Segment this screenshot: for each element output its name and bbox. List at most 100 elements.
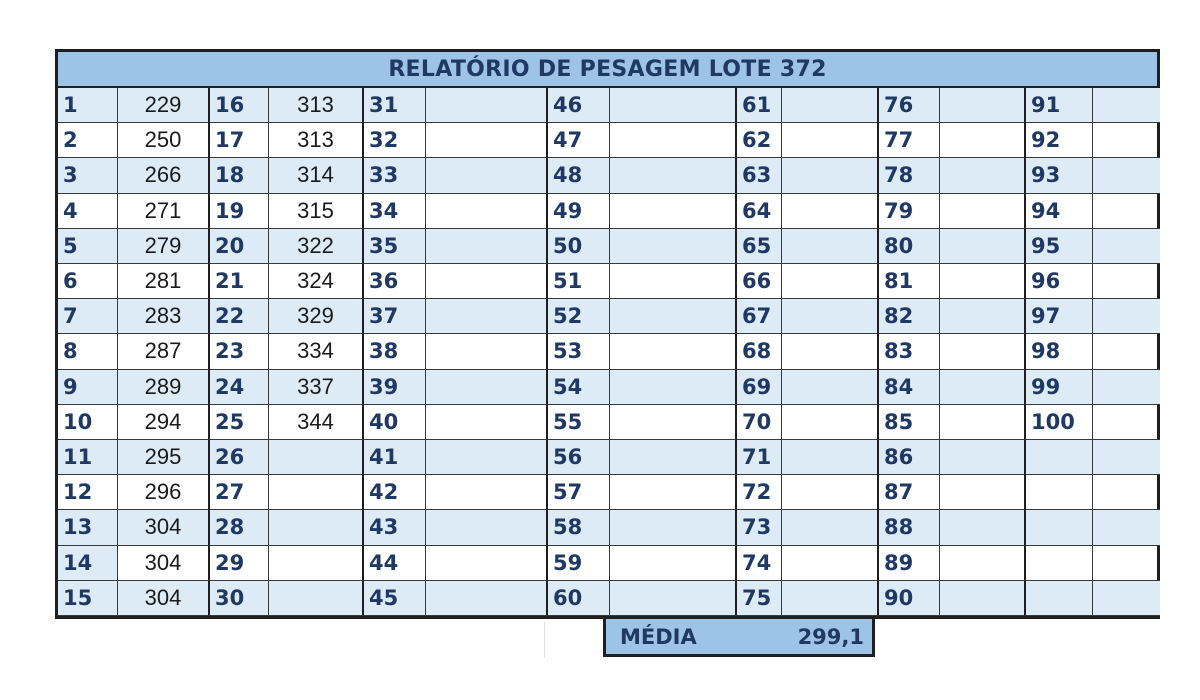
weight-value-cell: 229 xyxy=(118,88,210,124)
weight-value-cell: 314 xyxy=(269,158,364,194)
weight-value-cell xyxy=(426,580,548,616)
weight-value-cell xyxy=(610,193,737,229)
weight-value-cell xyxy=(782,123,879,159)
weight-index-cell: 39 xyxy=(364,369,426,405)
weight-value-cell: 281 xyxy=(118,264,210,300)
weight-index-cell: 59 xyxy=(548,545,610,581)
weight-value-cell xyxy=(426,193,548,229)
weight-value-cell xyxy=(940,404,1026,440)
weight-value-cell xyxy=(610,475,737,511)
weight-index-cell: 27 xyxy=(210,475,269,511)
weight-value-cell xyxy=(610,299,737,335)
weight-index-cell: 17 xyxy=(210,123,269,159)
weight-value-cell xyxy=(782,334,879,370)
weight-value-cell: 304 xyxy=(118,580,210,616)
weight-index-cell: 12 xyxy=(58,475,118,511)
weight-value-cell: 287 xyxy=(118,334,210,370)
weight-index-cell: 64 xyxy=(737,193,782,229)
weight-value-cell xyxy=(782,369,879,405)
weight-value-cell xyxy=(426,264,548,300)
weight-value-cell xyxy=(426,545,548,581)
weight-value-cell xyxy=(782,88,879,124)
weight-index-cell: 13 xyxy=(58,510,118,546)
weight-value-cell xyxy=(610,580,737,616)
weight-value-cell: 329 xyxy=(269,299,364,335)
weight-index-cell: 90 xyxy=(879,580,940,616)
weight-value-cell xyxy=(940,123,1026,159)
weight-index-cell: 15 xyxy=(58,580,118,616)
weight-index-cell: 21 xyxy=(210,264,269,300)
weight-index-cell: 73 xyxy=(737,510,782,546)
weight-value-cell: 296 xyxy=(118,475,210,511)
weight-value-cell xyxy=(610,88,737,124)
weight-value-cell: 266 xyxy=(118,158,210,194)
weight-index-cell: 65 xyxy=(737,228,782,264)
weight-value-cell xyxy=(782,580,879,616)
weight-value-cell: 279 xyxy=(118,228,210,264)
weight-index-cell: 41 xyxy=(364,440,426,476)
weight-value-cell xyxy=(426,158,548,194)
weight-value-cell xyxy=(782,264,879,300)
weight-index-cell: 48 xyxy=(548,158,610,194)
weight-value-cell: 250 xyxy=(118,123,210,159)
weight-index-cell: 16 xyxy=(210,88,269,124)
weight-index-cell: 40 xyxy=(364,404,426,440)
weight-index-cell: 71 xyxy=(737,440,782,476)
weight-value-cell xyxy=(1093,510,1160,546)
weight-index-cell: 85 xyxy=(879,404,940,440)
weight-value-cell xyxy=(940,334,1026,370)
weight-value-cell xyxy=(782,475,879,511)
weight-value-cell xyxy=(426,510,548,546)
weight-value-cell xyxy=(940,299,1026,335)
weight-index-cell: 89 xyxy=(879,545,940,581)
weight-index-cell: 42 xyxy=(364,475,426,511)
weight-value-cell xyxy=(426,369,548,405)
weight-index-cell: 38 xyxy=(364,334,426,370)
weight-value-cell: 295 xyxy=(118,440,210,476)
weight-value-cell xyxy=(940,228,1026,264)
weight-index-cell: 80 xyxy=(879,228,940,264)
weight-value-cell xyxy=(610,123,737,159)
weight-index-cell: 68 xyxy=(737,334,782,370)
weight-value-cell: 344 xyxy=(269,404,364,440)
weight-value-cell xyxy=(1093,123,1160,159)
weight-index-cell: 9 xyxy=(58,369,118,405)
weight-value-cell xyxy=(610,158,737,194)
weight-index-cell: 81 xyxy=(879,264,940,300)
weight-value-cell xyxy=(610,510,737,546)
weight-index-cell: 84 xyxy=(879,369,940,405)
weight-value-cell xyxy=(610,334,737,370)
weight-value-cell xyxy=(782,510,879,546)
weight-value-cell xyxy=(269,440,364,476)
weight-value-cell xyxy=(426,440,548,476)
weight-index-cell: 69 xyxy=(737,369,782,405)
weight-value-cell xyxy=(1093,440,1160,476)
weight-index-cell: 54 xyxy=(548,369,610,405)
weight-index-cell: 99 xyxy=(1026,369,1093,405)
weight-value-cell: 322 xyxy=(269,228,364,264)
weight-value-cell xyxy=(1093,264,1160,300)
weight-value-cell xyxy=(940,193,1026,229)
weight-index-cell: 93 xyxy=(1026,158,1093,194)
weight-value-cell xyxy=(610,545,737,581)
weight-index-cell: 55 xyxy=(548,404,610,440)
weight-index-cell: 19 xyxy=(210,193,269,229)
weight-index-cell: 91 xyxy=(1026,88,1093,124)
weight-value-cell xyxy=(269,545,364,581)
weight-value-cell xyxy=(426,88,548,124)
weight-index-cell xyxy=(1026,510,1093,546)
weighing-grid: 1 229 2 250 3 266 4 271 5 279 6 281 7 283 8 287 9 289 10 29… xyxy=(58,88,1160,616)
weight-index-cell: 33 xyxy=(364,158,426,194)
weight-value-cell xyxy=(940,510,1026,546)
weight-value-cell xyxy=(940,440,1026,476)
weight-index-cell: 28 xyxy=(210,510,269,546)
weight-value-cell xyxy=(782,545,879,581)
weight-index-cell: 11 xyxy=(58,440,118,476)
weight-value-cell: 313 xyxy=(269,123,364,159)
weight-index-cell: 58 xyxy=(548,510,610,546)
weighing-report-table: RELATÓRIO DE PESAGEM LOTE 372 1 229 2 250 3 2… xyxy=(55,49,1160,619)
weight-value-cell xyxy=(1093,405,1160,440)
weight-index-cell: 18 xyxy=(210,158,269,194)
weight-value-cell xyxy=(782,228,879,264)
weight-index-cell: 8 xyxy=(58,334,118,370)
